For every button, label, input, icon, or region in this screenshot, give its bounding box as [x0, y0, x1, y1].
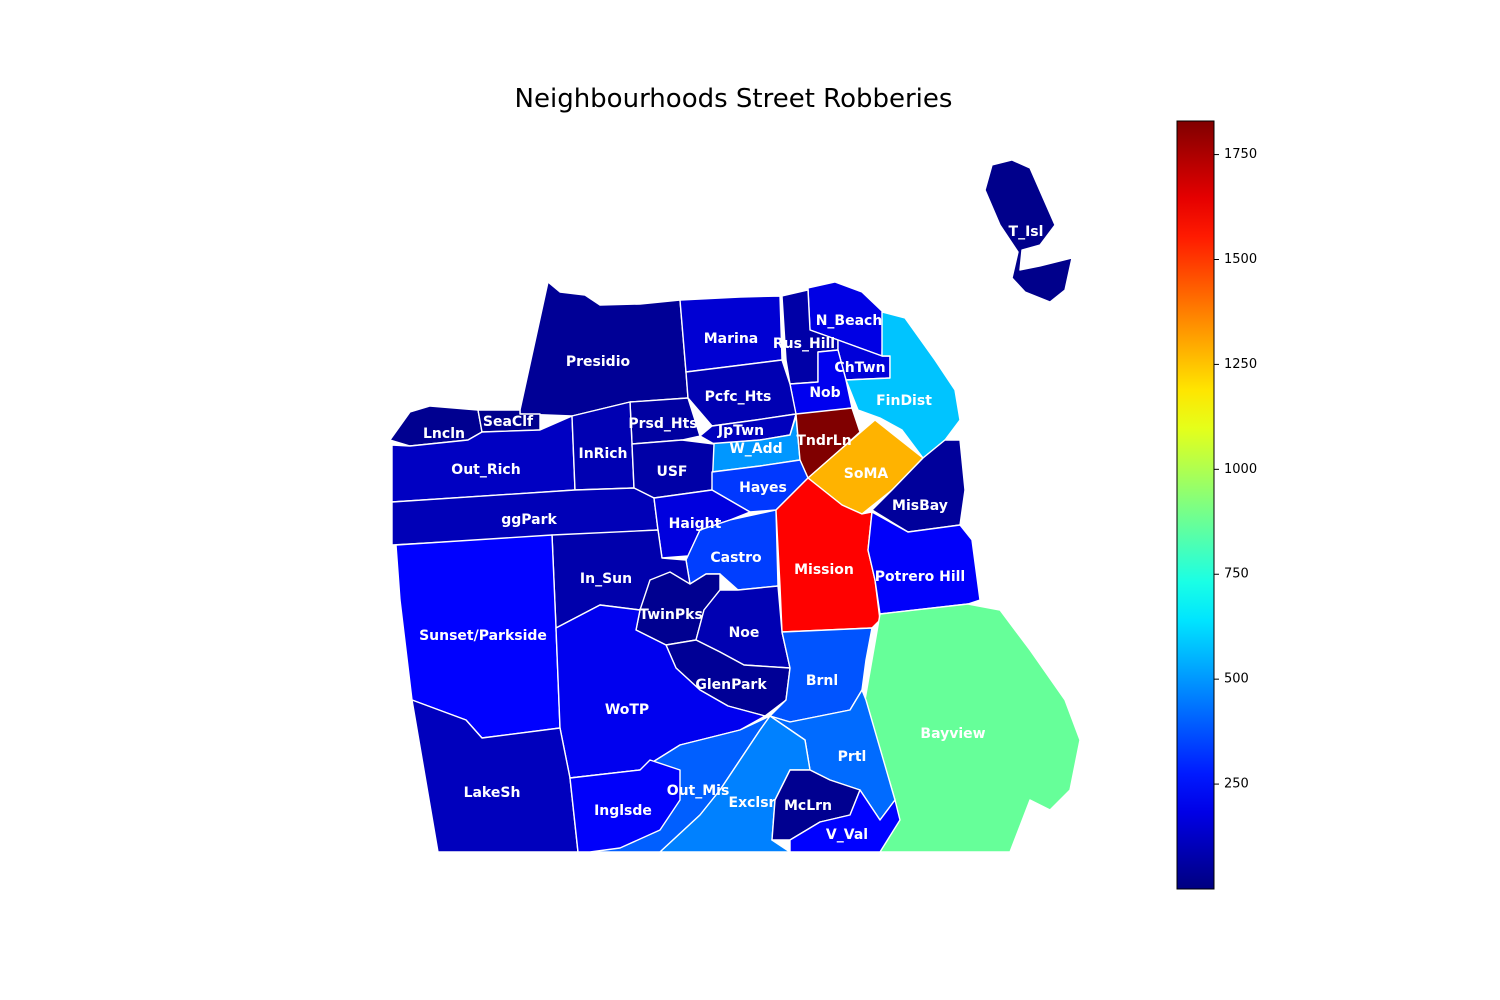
label-haight: Haight — [669, 516, 722, 532]
label-brnl: Brnl — [806, 673, 838, 689]
colorbar-tick-label: 1500 — [1224, 252, 1257, 267]
label-prsd-hts: Prsd_Hts — [628, 416, 697, 432]
label-potrero-hill: Potrero Hill — [875, 569, 965, 585]
label-mclrn: McLrn — [784, 798, 832, 814]
chart-title: Neighbourhoods Street Robberies — [514, 84, 953, 114]
label-pcfc-hts: Pcfc_Hts — [705, 389, 772, 405]
label-n-beach: N_Beach — [816, 313, 883, 329]
label-noe: Noe — [729, 625, 760, 641]
label-chtwn: ChTwn — [834, 360, 885, 376]
label-prtl: Prtl — [838, 749, 867, 765]
label-presidio: Presidio — [566, 354, 631, 370]
colorbar-tick-label: 500 — [1224, 672, 1249, 687]
region-presidio — [519, 281, 689, 417]
label-inglsde: Inglsde — [594, 803, 652, 819]
neighborhood-regions — [389, 159, 1081, 853]
label-twinpks: TwinPks — [639, 607, 703, 623]
region-t-isl — [984, 159, 1073, 303]
region-findist — [845, 311, 961, 459]
region-inglsde — [569, 759, 681, 853]
label-bayview: Bayview — [920, 726, 985, 742]
label-inrich: InRich — [578, 446, 627, 462]
label-hayes: Hayes — [739, 480, 787, 496]
label-out-mis: Out_Mis — [667, 783, 730, 799]
neighborhood-labels: Presidio Marina N_Beach Rus_Hill ChTwn Nob Pcf… — [419, 224, 1043, 843]
label-marina: Marina — [704, 331, 759, 347]
region-potrero-hill — [867, 511, 981, 615]
label-ggpark: ggPark — [501, 512, 557, 528]
colorbar-gradient — [1176, 120, 1215, 890]
label-rus-hill: Rus_Hill — [773, 336, 835, 352]
label-seaclf: SeaClf — [483, 414, 534, 430]
label-lncln: Lncln — [423, 426, 465, 442]
label-sunset-parkside: Sunset/Parkside — [419, 628, 547, 644]
label-glenpark: GlenPark — [695, 677, 767, 693]
region-marina — [679, 295, 783, 373]
label-usf: USF — [656, 464, 687, 480]
label-castro: Castro — [710, 550, 762, 566]
label-soma: SoMA — [844, 466, 889, 482]
label-findist: FinDist — [876, 393, 932, 409]
label-nob: Nob — [809, 385, 840, 401]
colorbar-tick-label: 250 — [1224, 777, 1249, 792]
label-out-rich: Out_Rich — [451, 462, 520, 478]
label-v-val: V_Val — [826, 827, 868, 843]
label-mission: Mission — [794, 562, 854, 578]
colorbar-tick-label: 1000 — [1224, 462, 1257, 477]
colorbar-tick-label: 1250 — [1224, 357, 1257, 372]
label-t-isl: T_Isl — [1009, 224, 1044, 240]
region-lakesh — [411, 699, 579, 853]
label-w-add: W_Add — [729, 441, 782, 457]
colorbar-tick-label: 1750 — [1224, 147, 1257, 162]
label-lakesh: LakeSh — [464, 785, 521, 801]
label-jptwn: JpTwn — [717, 423, 764, 439]
region-v-val — [789, 789, 901, 853]
colorbar-tick-label: 750 — [1224, 567, 1249, 582]
label-misbay: MisBay — [892, 498, 948, 514]
label-in-sun: In_Sun — [580, 571, 632, 587]
label-wotp: WoTP — [605, 702, 649, 718]
colorbar: 250 500 750 1000 1250 1500 1750 — [1176, 120, 1257, 890]
label-tndrln: TndrLn — [796, 433, 851, 449]
label-exclsr: Exclsr — [729, 795, 776, 811]
